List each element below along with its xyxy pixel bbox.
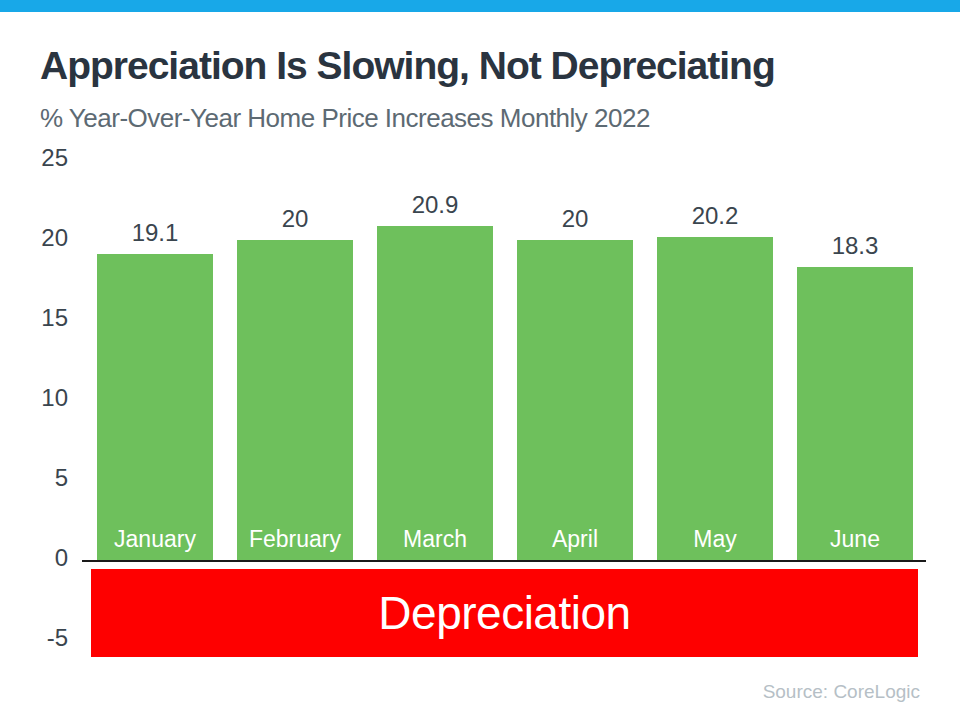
bar-february: February bbox=[237, 240, 353, 560]
y-tick-label-10: 10 bbox=[0, 384, 68, 412]
y-tick-label-5: 5 bbox=[0, 464, 68, 492]
y-tick-label--5: -5 bbox=[0, 624, 68, 652]
bar-may: May bbox=[657, 237, 773, 560]
bar-value-label-march: 20.9 bbox=[377, 192, 493, 220]
bar-value-label-june: 18.3 bbox=[797, 233, 913, 261]
bar-value-label-january: 19.1 bbox=[97, 220, 213, 248]
bar-value-label-february: 20 bbox=[237, 206, 353, 234]
month-label-january: January bbox=[97, 526, 213, 553]
bar-april: April bbox=[517, 240, 633, 560]
bar-chart: 25 20 15 10 5 0 -5 January 19.1 February 20 March 2… bbox=[0, 0, 960, 720]
bar-march: March bbox=[377, 226, 493, 560]
bar-value-label-april: 20 bbox=[517, 206, 633, 234]
y-tick-label-0: 0 bbox=[0, 544, 68, 572]
slide: Appreciation Is Slowing, Not Depreciatin… bbox=[0, 0, 960, 720]
depreciation-label: Depreciation bbox=[378, 586, 630, 640]
zero-axis-line bbox=[82, 560, 926, 562]
bar-value-label-may: 20.2 bbox=[657, 203, 773, 231]
month-label-may: May bbox=[657, 526, 773, 553]
month-label-february: February bbox=[237, 526, 353, 553]
depreciation-band: Depreciation bbox=[91, 569, 918, 657]
month-label-april: April bbox=[517, 526, 633, 553]
bar-january: January bbox=[97, 254, 213, 560]
bar-june: June bbox=[797, 267, 913, 560]
source-attribution: Source: CoreLogic bbox=[763, 681, 920, 703]
y-tick-label-25: 25 bbox=[0, 144, 68, 172]
month-label-march: March bbox=[377, 526, 493, 553]
y-tick-label-15: 15 bbox=[0, 304, 68, 332]
y-tick-label-20: 20 bbox=[0, 224, 68, 252]
month-label-june: June bbox=[797, 526, 913, 553]
